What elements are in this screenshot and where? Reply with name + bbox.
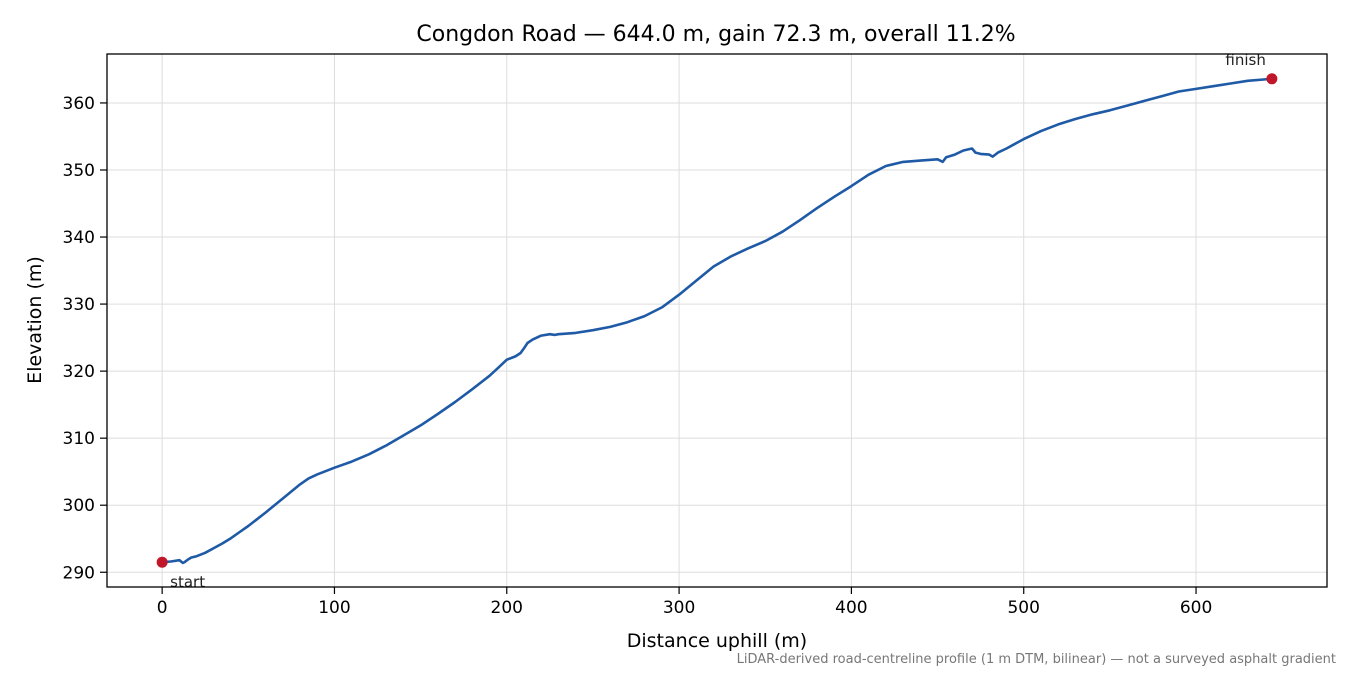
start-label: start	[170, 573, 205, 591]
y-axis-label: Elevation (m)	[24, 256, 46, 384]
markers: start finish	[156, 51, 1278, 591]
y-tick-label: 340	[63, 228, 95, 248]
chart-title: Congdon Road — 644.0 m, gain 72.3 m, ove…	[416, 22, 1015, 47]
footnote: LiDAR-derived road-centreline profile (1…	[736, 652, 1336, 667]
elevation-profile-line	[161, 77, 1273, 565]
x-tick-label: 0	[157, 598, 168, 618]
y-tick-label: 330	[63, 295, 95, 315]
x-tick-label: 400	[835, 598, 867, 618]
y-tick-label: 300	[63, 496, 95, 516]
finish-marker	[1266, 73, 1278, 85]
finish-label: finish	[1225, 51, 1265, 69]
x-tick-label: 300	[663, 598, 695, 618]
grid-lines	[107, 54, 1327, 587]
x-tick-label: 600	[1180, 598, 1212, 618]
y-tick-label: 290	[63, 563, 95, 583]
y-tick-label: 360	[63, 94, 95, 114]
y-tick-label: 310	[63, 429, 95, 449]
y-tick-label: 320	[63, 362, 95, 382]
start-marker	[156, 556, 168, 568]
x-tick-label: 200	[491, 598, 523, 618]
x-axis-ticks: 0 100 200 300 400 500 600	[157, 587, 1212, 618]
plot-frame	[106, 53, 1328, 588]
y-axis-ticks: 290 300 310 320 330 340 350 360	[63, 94, 107, 583]
y-tick-label: 350	[63, 161, 95, 181]
x-tick-label: 100	[318, 598, 350, 618]
x-tick-label: 500	[1007, 598, 1039, 618]
x-axis-label: Distance uphill (m)	[627, 630, 807, 652]
